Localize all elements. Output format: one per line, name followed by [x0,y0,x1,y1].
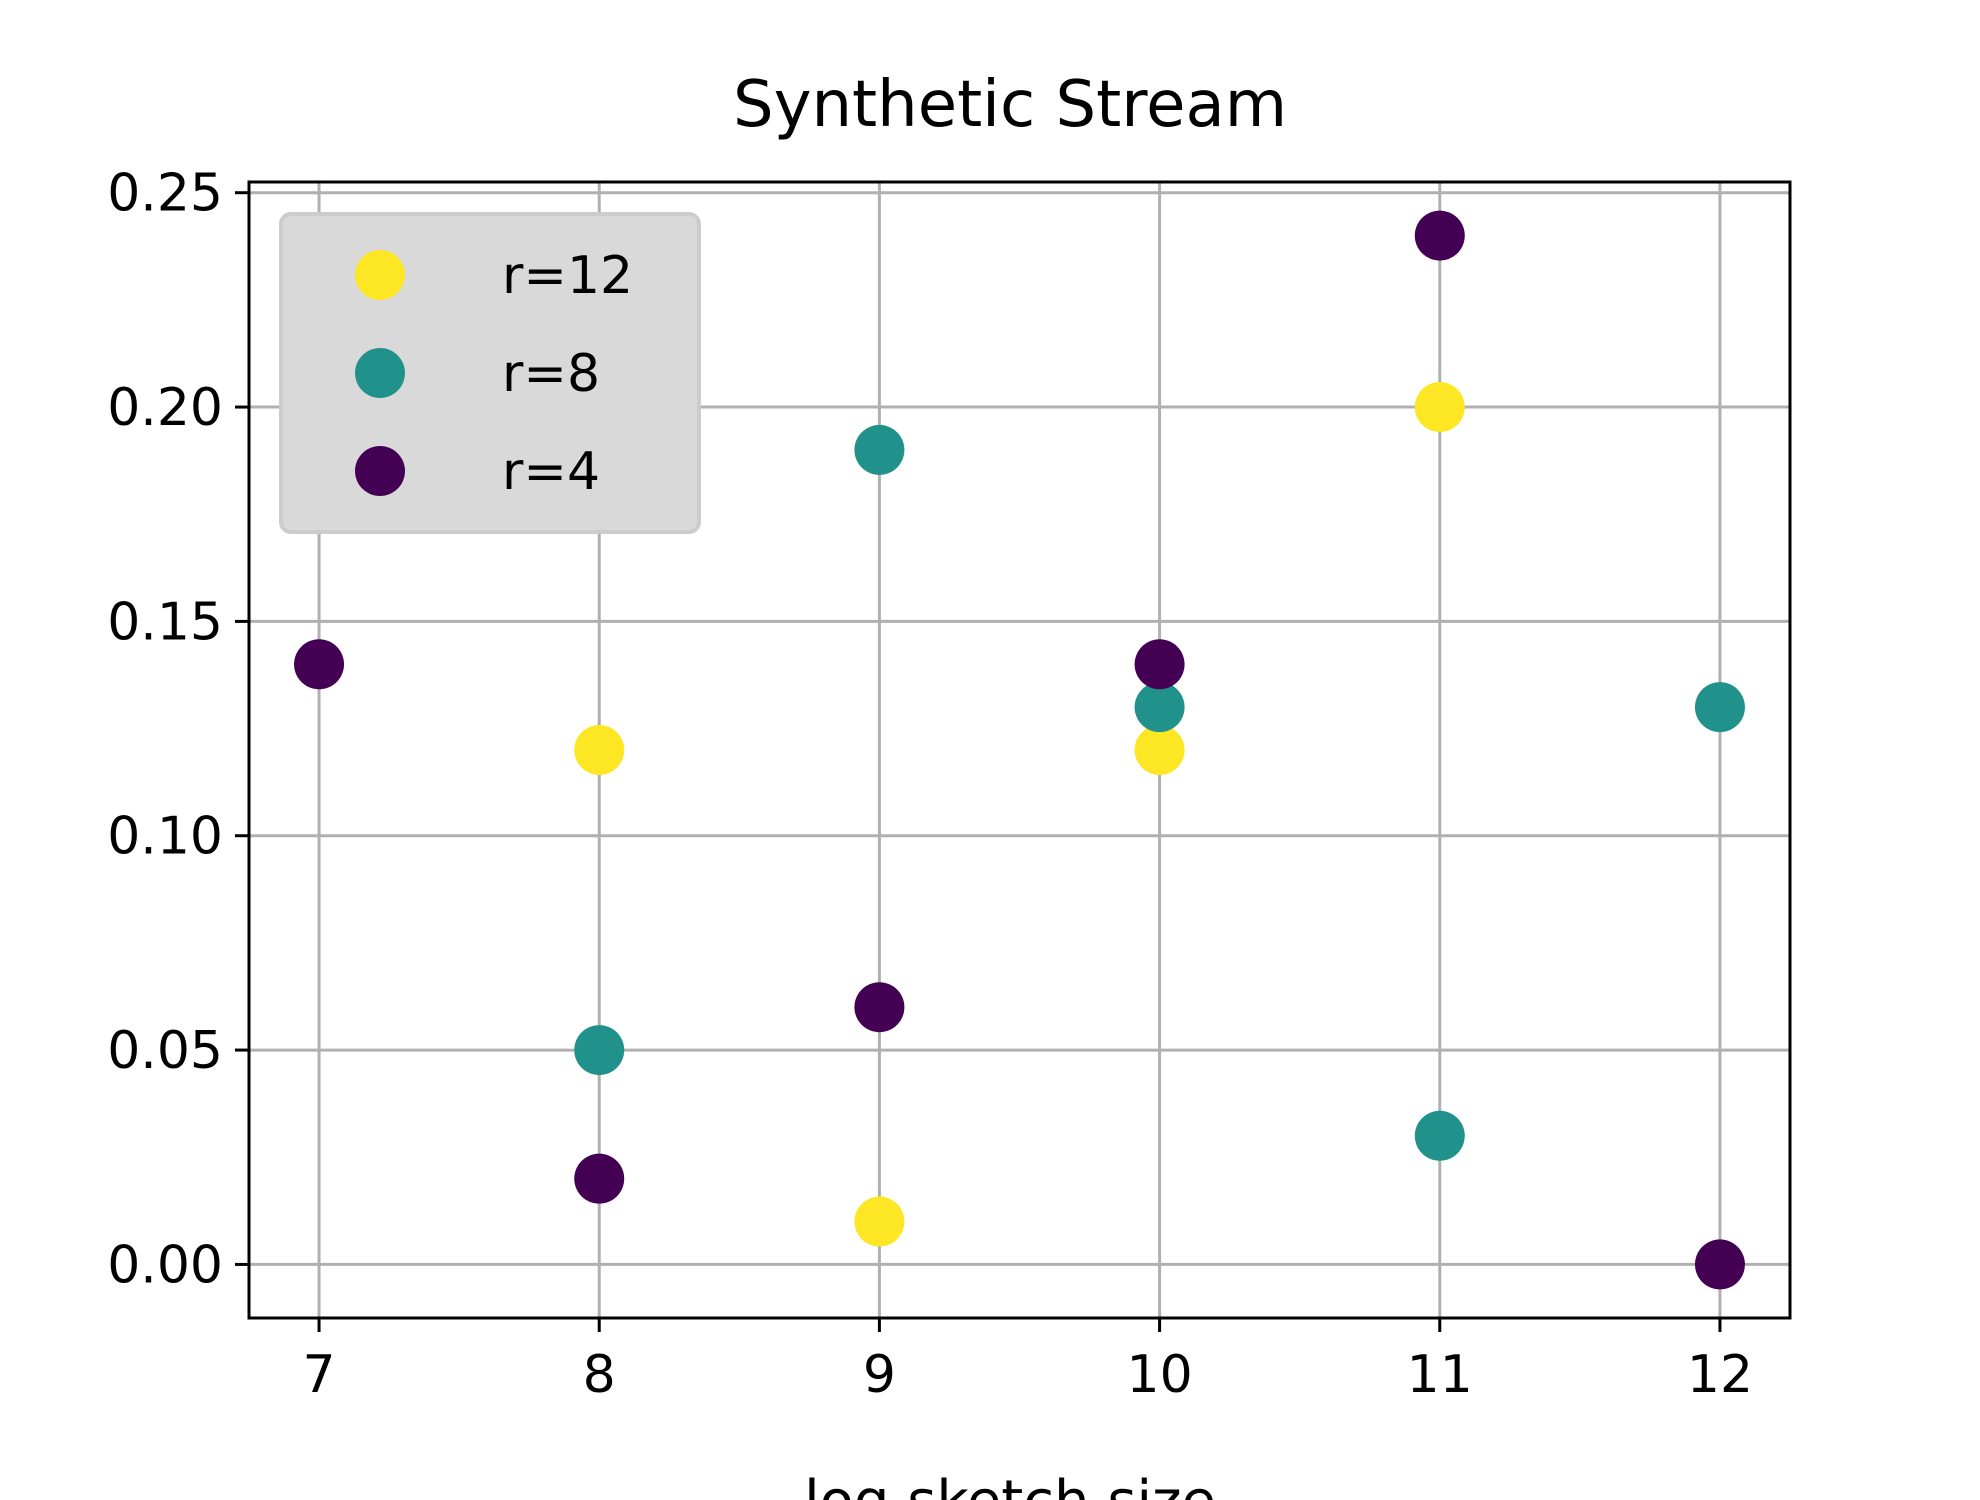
data-point-r-4 [294,639,345,690]
x-axis-label: log sketch size [804,1469,1216,1500]
data-point-r-12 [854,1196,905,1247]
data-point-r-4 [854,982,905,1033]
legend-label: r=4 [502,442,600,502]
y-tick-label: 0.15 [107,592,223,652]
data-points [294,210,1745,1290]
legend-box [279,212,701,534]
axis-ticks: 7 8 9 10 11 12 0.00 0.05 0.10 0.15 0.20 0.25 [107,164,1753,1405]
x-tick-label: 8 [583,1345,616,1405]
data-point-r-12 [574,725,625,775]
legend-marker [355,250,405,300]
y-tick-label: 0.00 [107,1235,223,1295]
plot-frame [247,180,1792,1320]
data-point-r-4 [1414,210,1465,261]
legend-label: r=8 [502,344,600,404]
legend-label: r=12 [502,246,633,306]
data-point-r-12 [1134,725,1185,775]
legend-marker [355,348,405,398]
data-point-r-8 [1414,1110,1465,1161]
y-tick-label: 0.20 [107,378,223,438]
x-tick-label: 10 [1127,1345,1193,1405]
data-point-r-8 [854,424,905,475]
y-tick-label: 0.25 [107,164,223,224]
data-point-r-4 [1694,1239,1745,1290]
legend-marker [355,446,405,496]
legend: r=12 r=8 r=4 [279,212,701,534]
data-point-r-4 [1134,639,1185,690]
x-tick-label: 11 [1407,1345,1473,1405]
data-point-r-8 [574,1025,625,1076]
data-point-r-4 [574,1153,625,1204]
data-point-r-8 [1134,682,1185,733]
y-tick-label: 0.10 [107,807,223,867]
data-point-r-12 [1414,382,1465,433]
x-tick-label: 7 [302,1345,335,1405]
x-tick-label: 12 [1687,1345,1753,1405]
chart-title: Synthetic Stream [733,68,1287,142]
x-tick-label: 9 [863,1345,896,1405]
data-point-r-8 [1694,682,1745,733]
y-tick-label: 0.05 [107,1021,223,1081]
